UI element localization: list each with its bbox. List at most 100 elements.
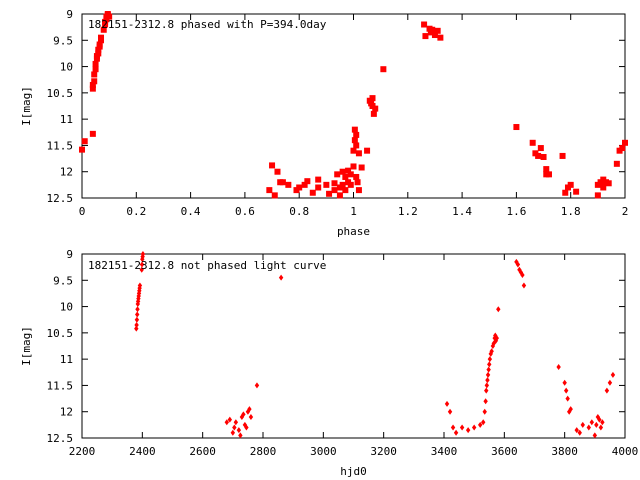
phased-data-point bbox=[353, 142, 360, 149]
phased-data-point bbox=[600, 184, 607, 191]
phased-data-point bbox=[622, 139, 628, 146]
unphased-data-point bbox=[487, 361, 492, 368]
unphased-data-point bbox=[139, 266, 144, 273]
phased-data-point bbox=[613, 160, 620, 167]
unphased-data-point bbox=[487, 356, 493, 363]
phased-data-point bbox=[98, 34, 105, 41]
phased-x-tick-label: 1.2 bbox=[398, 205, 418, 218]
phased-data-point bbox=[434, 27, 441, 34]
unphased-data-point bbox=[140, 251, 146, 257]
phased-data-point bbox=[323, 181, 330, 188]
unphased-data-point bbox=[238, 432, 243, 439]
unphased-data-point bbox=[134, 321, 139, 328]
unphased-data-point bbox=[600, 419, 605, 426]
phased-data-point bbox=[100, 26, 107, 33]
phased-data-point bbox=[331, 187, 338, 194]
unphased-data-point bbox=[494, 335, 499, 342]
unphased-data-point bbox=[562, 379, 567, 386]
phased-data-point bbox=[353, 173, 360, 180]
unphased-data-point bbox=[580, 421, 585, 428]
phased-data-point bbox=[96, 41, 103, 48]
unphased-data-point bbox=[134, 316, 140, 323]
unphased-data-point bbox=[485, 377, 490, 384]
phased-y-tick-label: 12.5 bbox=[47, 192, 74, 205]
phased-x-tick-label: 1.4 bbox=[452, 205, 472, 218]
unphased-data-point bbox=[453, 429, 459, 436]
phased-y-tick-label: 9.5 bbox=[53, 34, 73, 47]
unphased-y-axis-title: I[mag] bbox=[20, 326, 33, 366]
unphased-data-point bbox=[485, 371, 491, 378]
unphased-x-tick-label: 3000 bbox=[310, 445, 337, 458]
phased-data-point bbox=[326, 190, 333, 197]
phased-data-point bbox=[350, 147, 357, 154]
phased-data-point bbox=[339, 168, 346, 175]
phased-data-point bbox=[334, 171, 341, 178]
phased-data-point bbox=[529, 139, 536, 146]
unphased-data-point bbox=[489, 348, 494, 355]
unphased-chart-title: 182151-2312.8 not phased light curve bbox=[88, 259, 326, 272]
phased-data-point bbox=[535, 152, 542, 159]
phased-data-point bbox=[89, 81, 96, 88]
phased-data-point bbox=[431, 32, 438, 39]
phased-x-tick-label: 0.4 bbox=[181, 205, 201, 218]
phased-x-tick-label: 2 bbox=[622, 205, 629, 218]
phased-data-point bbox=[358, 164, 365, 171]
unphased-data-point bbox=[224, 419, 229, 426]
phased-data-point bbox=[594, 192, 601, 199]
unphased-y-tick-label: 11.5 bbox=[47, 379, 74, 392]
unphased-y-tick-label: 12.5 bbox=[47, 432, 74, 445]
unphased-data-point bbox=[230, 429, 236, 436]
unphased-data-point bbox=[233, 419, 239, 426]
phased-data-point bbox=[543, 166, 550, 173]
phased-data-point bbox=[347, 181, 354, 188]
unphased-data-point bbox=[236, 427, 242, 434]
unphased-data-point bbox=[254, 382, 260, 389]
phased-x-tick-label: 0.6 bbox=[235, 205, 255, 218]
unphased-data-point bbox=[483, 398, 488, 405]
phased-data-point bbox=[296, 184, 303, 191]
unphased-data-point bbox=[496, 306, 501, 313]
phased-data-point bbox=[279, 179, 286, 186]
unphased-data-point bbox=[139, 261, 145, 268]
phased-data-point bbox=[559, 152, 566, 159]
phased-data-point bbox=[380, 66, 387, 73]
phased-data-point bbox=[429, 26, 436, 33]
phased-data-point bbox=[573, 188, 580, 195]
unphased-data-point bbox=[481, 419, 486, 426]
phased-data-point bbox=[372, 105, 379, 112]
unphased-data-point bbox=[604, 387, 610, 394]
phased-x-tick-label: 1.6 bbox=[506, 205, 526, 218]
phased-data-point bbox=[345, 167, 352, 174]
unphased-data-point bbox=[482, 408, 487, 415]
unphased-data-point bbox=[450, 424, 456, 431]
phased-data-point bbox=[350, 163, 357, 170]
phased-data-point bbox=[91, 78, 98, 85]
phased-x-tick-label: 0.2 bbox=[126, 205, 146, 218]
phased-y-tick-label: 10 bbox=[60, 61, 73, 74]
unphased-y-tick-label: 9.5 bbox=[53, 274, 73, 287]
unphased-x-tick-label: 4000 bbox=[612, 445, 639, 458]
unphased-y-tick-label: 11 bbox=[60, 353, 73, 366]
phased-data-point bbox=[437, 34, 444, 41]
unphased-data-point bbox=[589, 419, 595, 426]
unphased-x-tick-label: 3200 bbox=[370, 445, 397, 458]
unphased-data-point bbox=[577, 429, 582, 436]
unphased-data-point bbox=[241, 411, 246, 418]
unphased-data-point bbox=[598, 424, 604, 431]
phased-light-curve-panel: 0 0.2 0.4 0.6 0.8 1 1.2 1.4 1.6 1.8 2 9 9.5 10 10.5 11 1… bbox=[20, 8, 628, 238]
unphased-data-point bbox=[232, 424, 237, 431]
phased-data-point bbox=[89, 130, 96, 137]
phased-data-point bbox=[89, 85, 96, 92]
unphased-data-point bbox=[574, 427, 579, 434]
phased-data-point bbox=[274, 168, 281, 175]
unphased-data-point bbox=[586, 424, 591, 431]
unphased-data-point bbox=[568, 406, 573, 413]
unphased-data-point bbox=[518, 269, 524, 276]
unphased-data-point bbox=[521, 282, 527, 289]
phased-data-point bbox=[605, 180, 612, 187]
phased-data-point bbox=[422, 33, 429, 40]
phased-data-point bbox=[315, 176, 322, 183]
phased-data-point bbox=[567, 181, 574, 188]
phased-data-point bbox=[354, 179, 361, 186]
unphased-data-point bbox=[465, 427, 471, 434]
